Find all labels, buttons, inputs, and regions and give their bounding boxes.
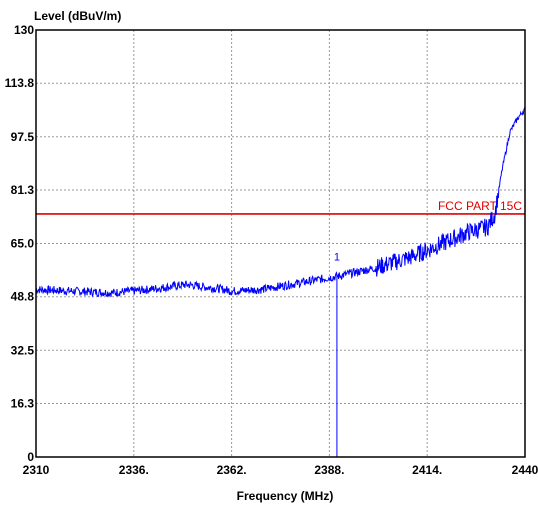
- y-tick-label: 113.8: [5, 76, 35, 90]
- y-tick-label: 32.5: [11, 343, 35, 357]
- y-tick-label: 0: [27, 450, 34, 464]
- x-axis-label: Frequency (MHz): [237, 489, 334, 503]
- y-tick-label: 48.8: [11, 290, 35, 304]
- series-line: [35, 106, 526, 298]
- x-tick-label: 2388.: [314, 463, 344, 477]
- x-tick-label: 2310: [23, 463, 50, 477]
- marker-label: 1: [334, 251, 340, 263]
- x-tick-labels: 2310 2336. 2362. 2388. 2414. 2440: [23, 463, 538, 477]
- y-axis-label: Level (dBuV/m): [34, 9, 121, 23]
- limit-line-label: FCC PART 15C: [438, 199, 522, 213]
- marker-group: 1: [334, 251, 340, 457]
- x-tick-label: 2362.: [217, 463, 247, 477]
- series-group: [35, 106, 526, 298]
- y-tick-label: 16.3: [11, 396, 35, 410]
- x-tick-label: 2440: [512, 463, 538, 477]
- y-tick-label: 65.0: [11, 237, 35, 251]
- y-tick-labels: 130 113.8 97.5 81.3 65.0 48.8 32.5 16.3 0: [5, 23, 35, 464]
- y-tick-label: 130: [14, 23, 34, 37]
- plot-frame: [35, 29, 526, 458]
- y-tick-label: 81.3: [11, 183, 35, 197]
- limit-line-group: FCC PART 15C: [36, 199, 525, 215]
- x-tick-label: 2414.: [412, 463, 442, 477]
- x-tick-label: 2336.: [119, 463, 149, 477]
- y-tick-label: 97.5: [11, 130, 35, 144]
